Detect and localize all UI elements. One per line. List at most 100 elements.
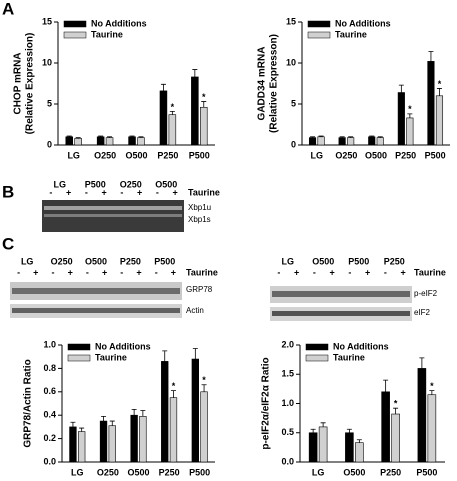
bar — [159, 90, 168, 146]
x-tick-label: LG — [67, 150, 80, 160]
x-tick-label: O500 — [127, 467, 149, 477]
lane-group-label: P500 — [348, 256, 369, 266]
treatment-sign: - — [86, 267, 89, 277]
significance-marker: * — [171, 102, 175, 112]
lane-group-label: P250 — [384, 256, 405, 266]
bar — [191, 76, 199, 146]
y-tick-label: 15 — [286, 16, 296, 26]
treatment-sign: + — [137, 187, 142, 197]
bar — [105, 137, 114, 146]
significance-marker: * — [202, 375, 206, 385]
legend-swatch — [305, 354, 329, 362]
y-tick-label: 1.5 — [281, 369, 294, 379]
y-axis-label: GADD34 mRNA — [257, 47, 268, 121]
error-bar — [79, 427, 85, 432]
lane-group-label: P250 — [120, 256, 141, 266]
x-tick-label: P500 — [416, 467, 437, 477]
error-bar — [75, 137, 81, 139]
significance-marker: * — [394, 399, 398, 409]
treatment-label: Taurine — [414, 267, 446, 277]
treatment-sign: + — [172, 187, 177, 197]
error-bar — [383, 379, 389, 392]
treatment-sign: - — [155, 267, 158, 277]
bar — [169, 397, 178, 463]
x-tick-label: O500 — [343, 467, 365, 477]
treatment-sign: - — [384, 267, 387, 277]
blot-image — [270, 286, 412, 321]
x-tick-label: P250 — [157, 150, 178, 160]
treatment-sign: + — [101, 187, 106, 197]
error-bar — [356, 439, 362, 443]
error-bar — [138, 136, 144, 138]
y-tick-label: 2.0 — [281, 339, 294, 349]
y-tick-label: 0 — [47, 139, 52, 149]
bar — [99, 420, 108, 463]
lane-group-label: O250 — [120, 179, 142, 189]
error-bar — [192, 69, 198, 77]
bar — [200, 106, 208, 146]
x-tick-label: P500 — [189, 467, 210, 477]
error-bar — [318, 135, 324, 137]
treatment-sign: - — [52, 267, 55, 277]
bar — [397, 92, 405, 146]
error-bar — [393, 407, 399, 415]
x-tick-label: O500 — [365, 150, 387, 160]
bar — [308, 432, 318, 463]
y-tick-label: 15 — [42, 16, 52, 26]
y-tick-label: 10 — [286, 57, 296, 67]
error-bar — [339, 136, 345, 138]
treatment-sign: + — [171, 267, 176, 277]
x-tick-label: O250 — [335, 150, 357, 160]
error-bar — [101, 415, 107, 422]
error-bar — [162, 350, 168, 362]
y-tick-label: 0.0 — [43, 456, 56, 466]
y-tick-label: 0.2 — [43, 433, 56, 443]
error-bar — [70, 421, 76, 427]
error-bar — [201, 101, 207, 108]
lane-group-label: P500 — [154, 256, 175, 266]
treatment-sign: + — [294, 267, 299, 277]
y-axis-label: (Relative Expression) — [25, 33, 36, 135]
bar — [345, 432, 354, 463]
legend-label: Taurine — [95, 352, 127, 362]
bar — [108, 425, 116, 463]
error-bar — [310, 136, 316, 138]
panel-label: C — [2, 234, 14, 253]
x-tick-label: LG — [71, 467, 84, 477]
bar — [139, 416, 147, 463]
bar — [427, 394, 437, 463]
error-bar — [98, 135, 104, 137]
treatment-label: Taurine — [188, 187, 220, 197]
error-bar — [310, 428, 316, 433]
error-bar — [320, 422, 326, 427]
band-label: GRP78 — [186, 285, 213, 294]
x-tick-label: P250 — [159, 467, 180, 477]
y-tick-label: 10 — [42, 57, 52, 67]
bar — [368, 136, 376, 146]
treatment-sign: + — [68, 267, 73, 277]
bar — [391, 413, 400, 463]
legend-label: No Additions — [333, 341, 389, 351]
lane-group-label: O500 — [312, 256, 334, 266]
treatment-sign: - — [17, 267, 20, 277]
lane-group-label: LG — [21, 256, 34, 266]
x-tick-label: P500 — [189, 150, 210, 160]
bar — [376, 137, 384, 146]
y-axis-label: CHOP mRNA — [13, 52, 24, 114]
legend-label: No Additions — [335, 18, 391, 28]
treatment-sign: + — [136, 267, 141, 277]
y-tick-label: 0.8 — [43, 363, 56, 373]
treatment-sign: + — [329, 267, 334, 277]
bar — [381, 391, 390, 463]
bar — [168, 114, 177, 146]
y-tick-label: 1.0 — [43, 339, 56, 349]
bar — [308, 137, 317, 146]
legend-swatch — [307, 20, 331, 28]
treatment-sign: - — [277, 267, 280, 277]
treatment-sign: + — [102, 267, 107, 277]
blot-image — [10, 282, 182, 318]
lane-group-label: LG — [54, 179, 67, 189]
bar — [427, 61, 435, 146]
bar — [128, 136, 136, 146]
